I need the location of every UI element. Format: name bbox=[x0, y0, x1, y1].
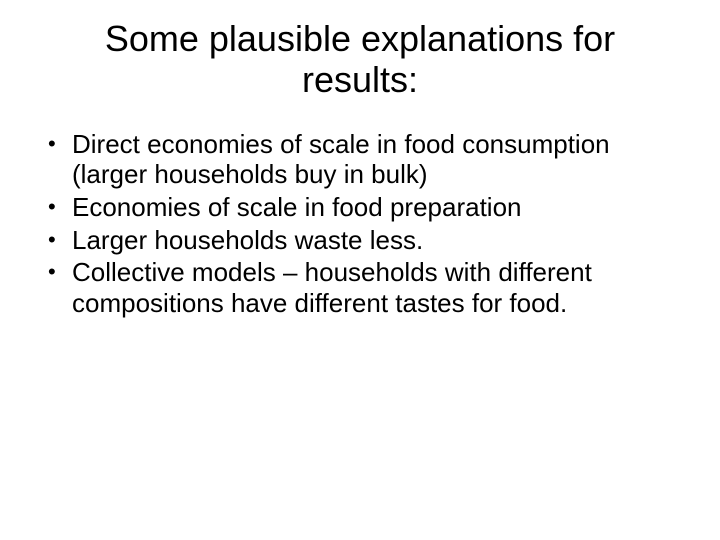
bullet-text: Larger households waste less. bbox=[72, 225, 423, 255]
bullet-list: Direct economies of scale in food consum… bbox=[40, 129, 680, 319]
list-item: Collective models – households with diff… bbox=[48, 257, 680, 318]
list-item: Economies of scale in food preparation bbox=[48, 192, 680, 223]
bullet-text: Collective models – households with diff… bbox=[72, 257, 592, 318]
slide-title-line-2: results: bbox=[302, 59, 418, 100]
slide: Some plausible explanations for results:… bbox=[0, 0, 720, 540]
list-item: Larger households waste less. bbox=[48, 225, 680, 256]
slide-title: Some plausible explanations for results: bbox=[40, 18, 680, 101]
bullet-text: Economies of scale in food preparation bbox=[72, 192, 522, 222]
slide-title-line-1: Some plausible explanations for bbox=[105, 18, 615, 59]
bullet-text: Direct economies of scale in food consum… bbox=[72, 129, 610, 190]
list-item: Direct economies of scale in food consum… bbox=[48, 129, 680, 190]
